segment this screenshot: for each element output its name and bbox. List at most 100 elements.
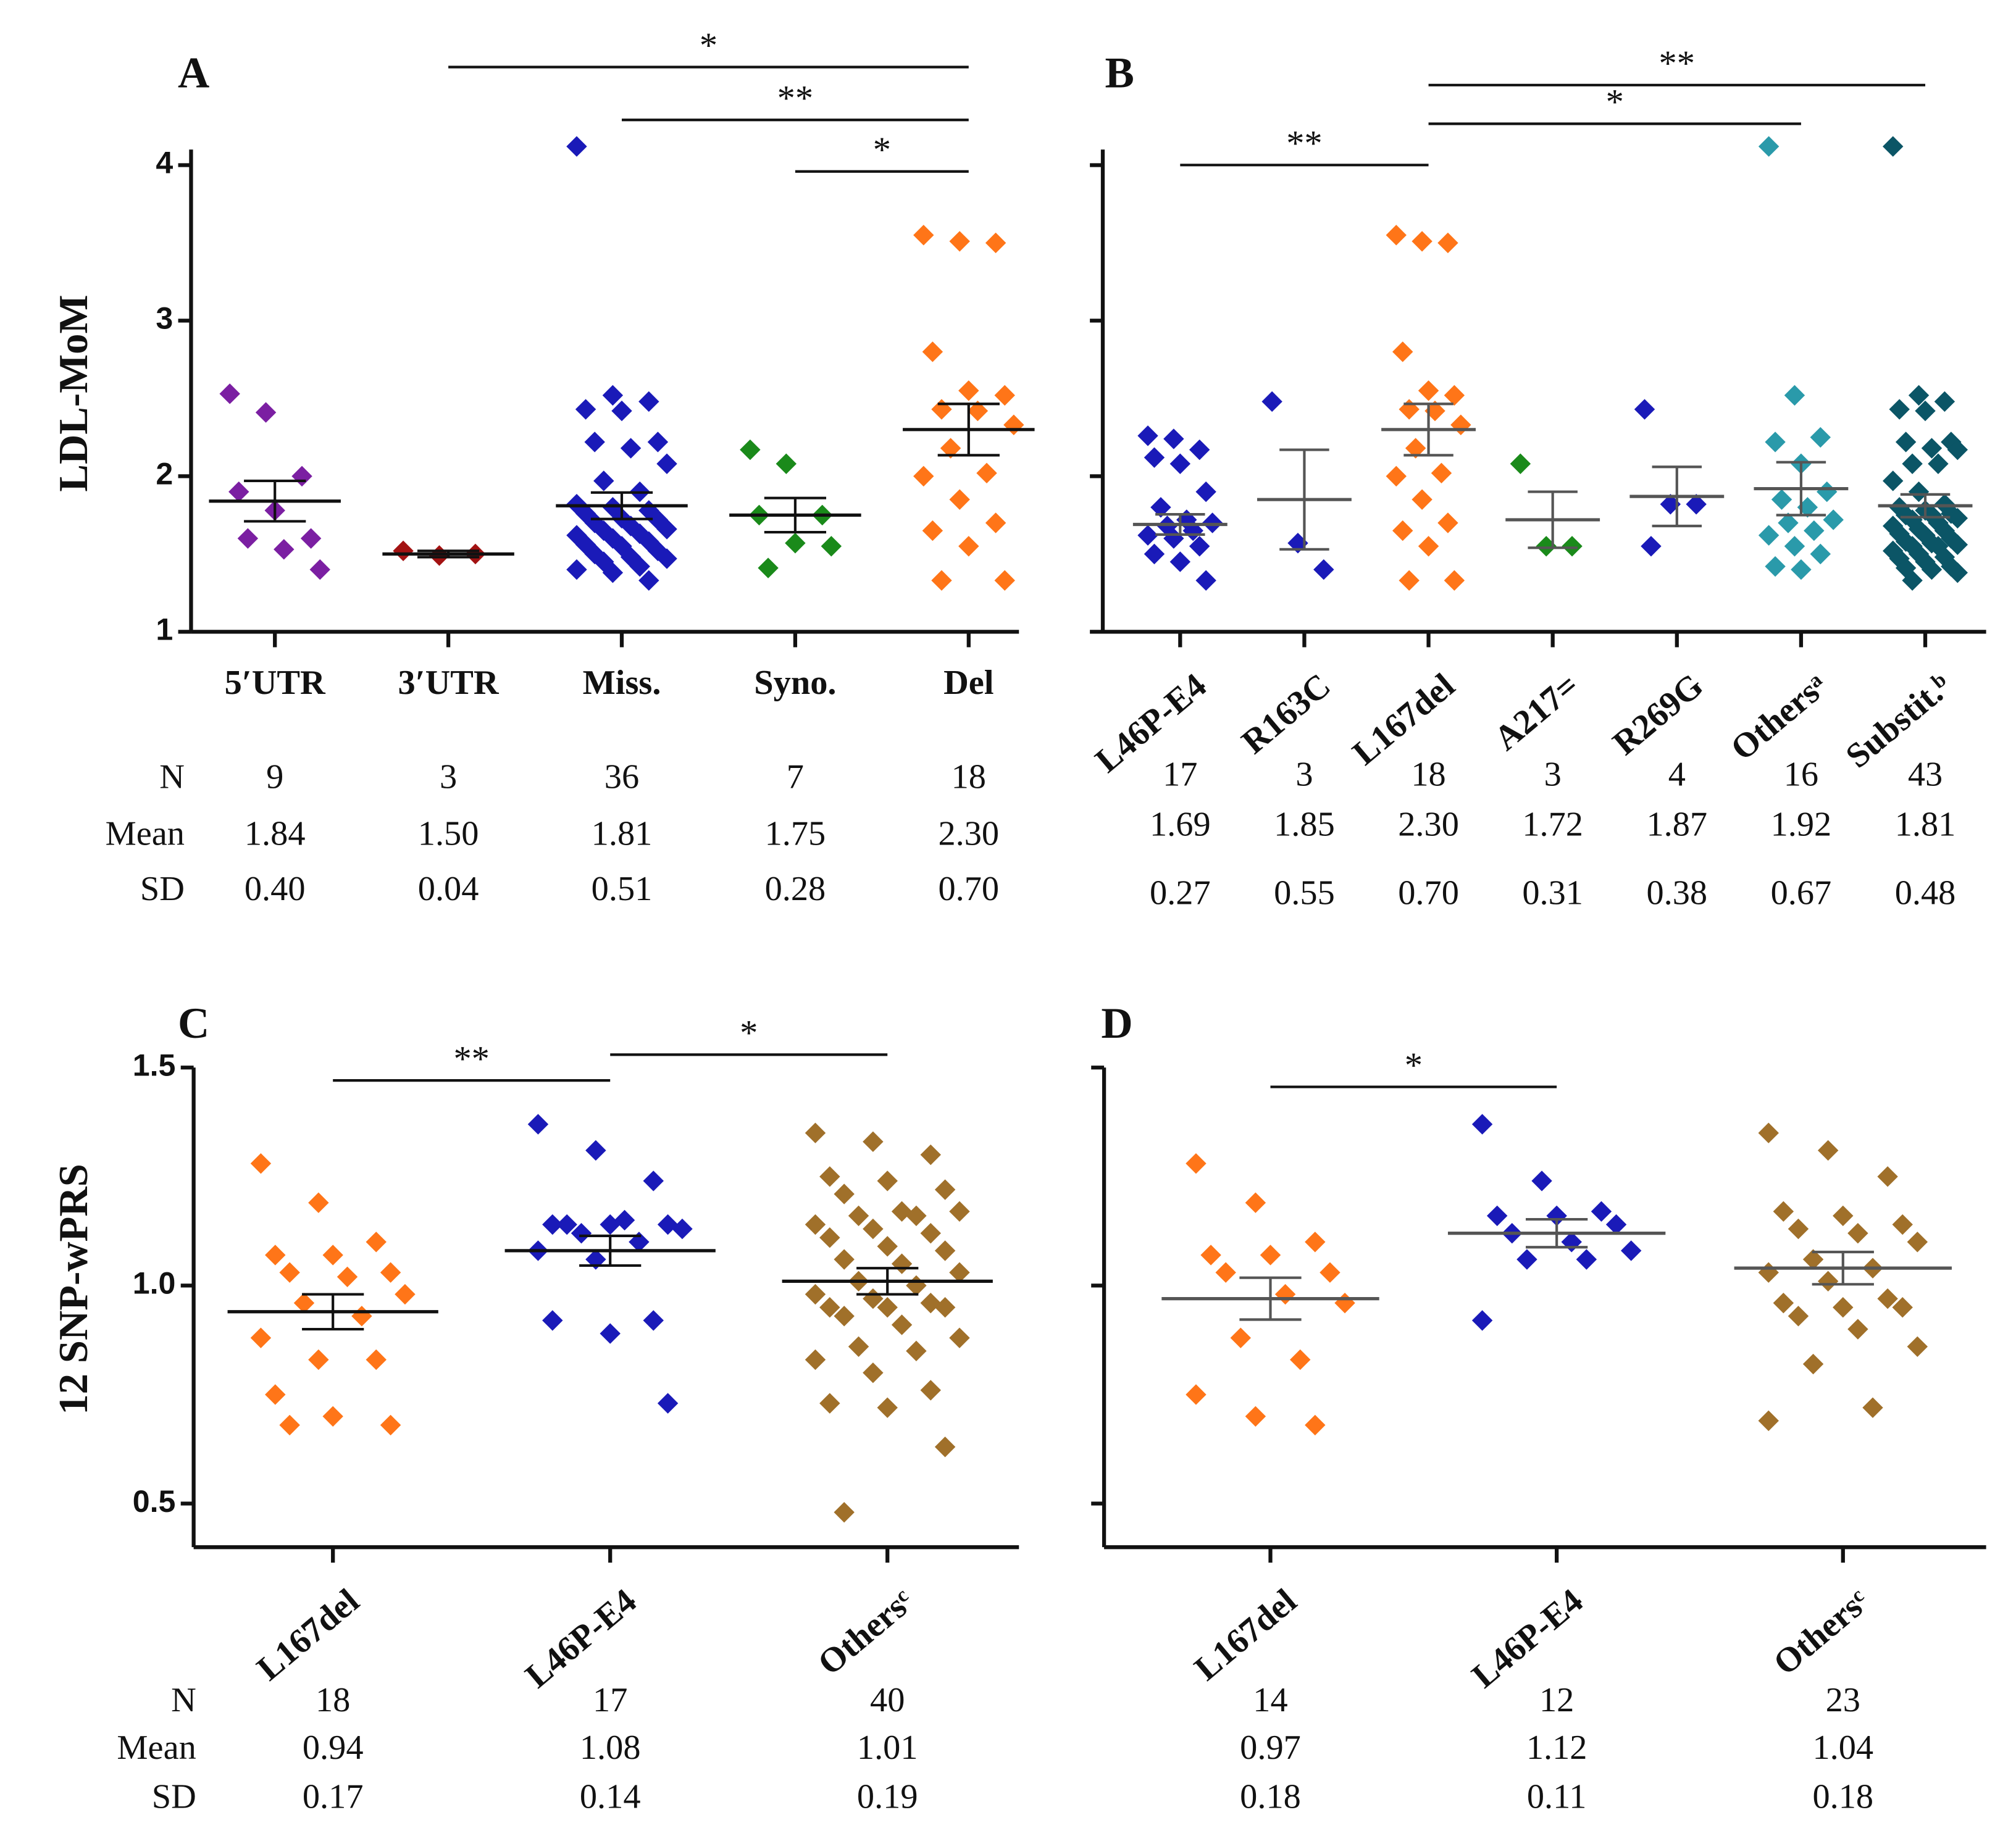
table-cell: 36 (604, 757, 639, 796)
data-point (1576, 1249, 1597, 1270)
data-point (1847, 1319, 1868, 1340)
data-point (1260, 1245, 1281, 1266)
data-point (1620, 1240, 1642, 1261)
data-point (1902, 453, 1923, 474)
data-point (351, 1306, 372, 1327)
data-point (1797, 497, 1818, 518)
table-row-label: Mean (117, 1729, 196, 1767)
data-point (1892, 1297, 1913, 1318)
data-point (922, 520, 943, 541)
data-point (309, 559, 330, 580)
y-tick-label: 2 (156, 457, 173, 491)
data-point (279, 1414, 300, 1436)
data-point (834, 1183, 855, 1204)
y-tick-label: 1.5 (133, 1048, 176, 1082)
data-point (1921, 438, 1943, 459)
table-cell: 4 (1668, 755, 1686, 793)
table-cell: 14 (1253, 1681, 1287, 1719)
data-point (1817, 1271, 1839, 1292)
table-cell: 16 (1784, 755, 1818, 793)
data-point (740, 439, 761, 461)
data-point (291, 465, 312, 487)
data-point (1334, 1292, 1355, 1314)
data-point (366, 1349, 387, 1371)
data-point (1877, 1166, 1898, 1187)
x-tick-label: Del (943, 664, 993, 702)
data-point (1424, 400, 1445, 422)
data-point (1186, 1384, 1207, 1405)
data-point (542, 1310, 563, 1331)
data-point (1471, 1114, 1493, 1135)
data-point (1471, 1310, 1493, 1331)
significance-label: * (740, 1013, 758, 1053)
data-point (593, 470, 614, 491)
panel-label: C (178, 999, 209, 1048)
table-cell: 3 (1544, 755, 1562, 793)
y-tick-label: 0.5 (133, 1484, 176, 1519)
data-point (949, 1262, 970, 1283)
table-cell: 1.12 (1526, 1729, 1587, 1767)
data-point (643, 1310, 664, 1331)
table-cell: 0.19 (857, 1777, 918, 1816)
data-point (934, 1179, 956, 1200)
data-point (322, 1245, 343, 1266)
data-point (1195, 481, 1216, 503)
data-point (1487, 1205, 1508, 1227)
table-cell: 7 (787, 757, 804, 796)
table-cell: 0.97 (1240, 1729, 1301, 1767)
data-point (1245, 1192, 1266, 1213)
data-point (906, 1340, 927, 1362)
table-cell: 0.27 (1150, 874, 1211, 912)
data-point (920, 1380, 941, 1401)
data-point (1261, 391, 1282, 412)
data-point (300, 528, 322, 549)
data-point (1444, 385, 1465, 406)
data-point (237, 528, 259, 549)
data-point (308, 1349, 329, 1371)
data-point (958, 536, 979, 557)
data-point (931, 399, 952, 420)
data-point (1444, 570, 1465, 591)
x-tick-label: 3′UTR (398, 664, 500, 702)
data-point (985, 232, 1006, 254)
data-point (785, 533, 806, 554)
data-point (1802, 1249, 1824, 1270)
data-point (647, 432, 669, 453)
table-row-label: N (159, 757, 185, 796)
table-cell: 1.84 (245, 814, 306, 853)
data-point (279, 1262, 300, 1283)
y-tick-label: 4 (156, 146, 173, 180)
data-point (1169, 551, 1191, 572)
data-point (1934, 391, 1955, 412)
data-point (1895, 432, 1917, 453)
data-point (1788, 1306, 1809, 1327)
table-cell: 0.67 (1771, 874, 1832, 912)
data-point (863, 1362, 884, 1383)
table-cell: 3 (1295, 755, 1313, 793)
x-tick-label: L167del (1187, 1582, 1304, 1688)
x-tick-label: L46P-E4 (1465, 1582, 1590, 1695)
x-tick-label: A217= (1487, 666, 1586, 758)
data-point (1437, 512, 1458, 533)
table-cell: 1.81 (1895, 806, 1956, 844)
data-point (1431, 462, 1452, 484)
table-cell: 17 (1163, 755, 1197, 793)
significance-label: * (700, 25, 717, 65)
data-point (1003, 414, 1024, 435)
data-point (1915, 400, 1936, 422)
significance-label: ** (777, 78, 813, 118)
data-point (600, 1323, 621, 1344)
data-point (1531, 1170, 1552, 1191)
table-cell: 18 (1411, 755, 1445, 793)
data-point (611, 400, 632, 422)
data-point (819, 1227, 840, 1248)
data-point (1245, 1406, 1266, 1427)
data-point (614, 1209, 635, 1231)
table-cell: 0.55 (1274, 874, 1335, 912)
data-point (949, 1327, 970, 1348)
data-point (834, 1306, 855, 1327)
data-point (920, 1222, 941, 1244)
table-cell: 0.51 (592, 870, 653, 908)
y-axis-label: 12 SNP-wPRS (51, 1164, 96, 1415)
panel-label: B (1105, 49, 1134, 98)
